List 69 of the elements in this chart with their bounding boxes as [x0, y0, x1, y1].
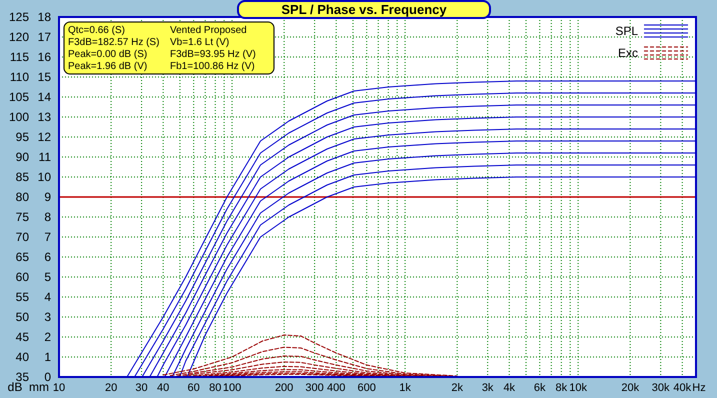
y-tick-label: 105	[8, 90, 30, 104]
annotation: Vb=1.6 Lt (V)	[170, 37, 230, 48]
x-tick-label: 20	[104, 382, 118, 394]
x-tick-label: 40k	[673, 382, 692, 394]
annotation: Peak=1.96 dB (V)	[68, 61, 148, 72]
x-tick-label: 20k	[621, 382, 640, 394]
x-tick-label: 1k	[399, 382, 412, 394]
y2-tick-label: 18	[38, 10, 52, 24]
y-tick-label: 40	[16, 350, 30, 364]
y2-tick-label: 6	[44, 250, 52, 264]
annotation: F3dB=182.57 Hz (S)	[68, 37, 160, 48]
y-tick-label: 50	[16, 310, 30, 324]
chart-title: SPL / Phase vs. Frequency	[281, 2, 448, 17]
x-tick-label: 4k	[503, 382, 516, 394]
x-tick-label: 3k	[482, 382, 494, 394]
x-tick-label: 6k	[534, 382, 546, 394]
y2-tick-label: 2	[44, 330, 52, 344]
y-tick-label: 100	[8, 110, 30, 124]
x-tick-label: 30	[135, 382, 148, 394]
y2-tick-label: 8	[44, 210, 52, 224]
y2-tick-label: 17	[38, 30, 52, 44]
y-tick-label: 90	[16, 150, 30, 164]
y2-tick-label: 4	[44, 290, 52, 304]
x-tick-label: 10	[52, 382, 66, 394]
y-tick-label: 125	[8, 10, 30, 24]
x-tick-label: 200	[274, 382, 294, 394]
x-tick-label: 400	[327, 382, 346, 394]
y-tick-label: 55	[16, 290, 30, 304]
y2-tick-label: 14	[38, 90, 52, 104]
y-tick-label: 65	[16, 250, 30, 264]
y2-tick-label: 1	[44, 350, 52, 364]
y-tick-label: 120	[8, 30, 30, 44]
x-tick-label: 300	[305, 382, 324, 394]
x-tick-label: 100	[222, 382, 242, 394]
x-tick-label: 600	[358, 382, 376, 394]
y-tick-label: 80	[16, 190, 30, 204]
x-tick-label: 10k	[569, 382, 588, 394]
x-tick-label: 8k	[556, 382, 568, 394]
x-tick-label: 40	[157, 382, 170, 394]
y2-tick-label: 13	[38, 110, 52, 124]
y2-tick-label: 16	[38, 50, 52, 64]
y2-tick-label: 10	[38, 170, 52, 184]
y2-tick-label: 9	[44, 190, 52, 204]
legend-label: SPL	[615, 24, 638, 38]
annotation: Qtc=0.66 (S)	[68, 25, 125, 36]
legend-label: Exc	[618, 46, 638, 60]
y-tick-label: 60	[16, 270, 30, 284]
y2-tick-label: 12	[38, 130, 52, 144]
x-tick-label: 30k	[652, 382, 670, 394]
y2-tick-label: 15	[38, 70, 52, 84]
y-tick-label: 45	[16, 330, 30, 344]
x-tick-label: 80	[209, 382, 222, 394]
x-tick-label: 2k	[451, 382, 464, 394]
y2-tick-label: 7	[44, 230, 52, 244]
x-axis-title: Hz	[692, 382, 706, 394]
annotation: F3dB=93.95 Hz (V)	[170, 49, 256, 60]
y-tick-label: 70	[16, 230, 30, 244]
y2-tick-label: 3	[44, 310, 52, 324]
y-tick-label: 75	[16, 210, 30, 224]
annotation: Vented Proposed	[170, 25, 247, 36]
y-tick-label: 110	[10, 70, 30, 84]
annotation: Fb1=100.86 Hz (V)	[170, 61, 255, 72]
y-tick-label: 115	[10, 50, 30, 64]
y2-tick-label: 5	[44, 270, 52, 284]
y-tick-label: 95	[16, 130, 30, 144]
x-tick-label: 60	[188, 382, 200, 394]
y2-tick-label: 11	[38, 150, 52, 164]
y-tick-label: 85	[16, 170, 30, 184]
annotation: Peak=0.00 dB (S)	[68, 49, 148, 60]
